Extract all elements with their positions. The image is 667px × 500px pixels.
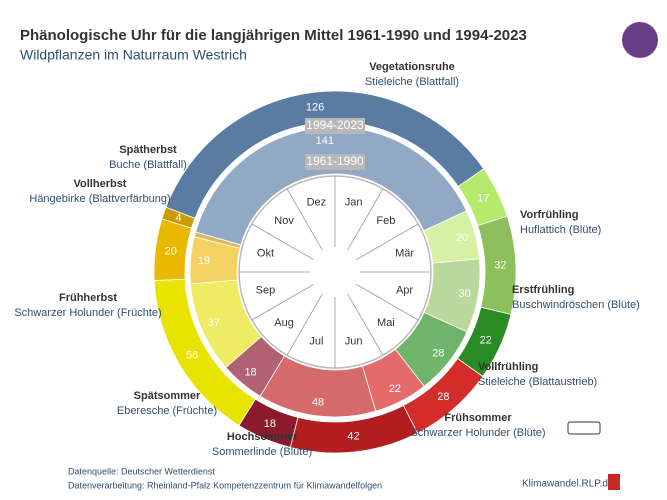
- month-divider: [347, 293, 384, 356]
- phase-description: Buche (Blattfall): [109, 159, 187, 171]
- month-label: Jul: [309, 335, 323, 347]
- value-label: 28: [437, 391, 449, 403]
- phase-name: Vollherbst: [74, 178, 127, 190]
- license-icon: [567, 421, 601, 435]
- value-label: 4: [175, 212, 181, 224]
- month-label: Nov: [274, 215, 294, 227]
- value-label: 22: [480, 334, 492, 346]
- value-label: 28: [432, 347, 444, 359]
- phase-description: Eberesche (Früchte): [117, 405, 217, 417]
- phase-description: Stieleiche (Blattfall): [365, 76, 459, 88]
- month-divider: [251, 284, 314, 321]
- value-label: 48: [312, 396, 324, 408]
- website: Klimawandel.RLP.de: [522, 479, 614, 490]
- source: Datenquelle: Deutscher Wetterdienst: [68, 466, 215, 476]
- phase-description: Sommerlinde (Blüte): [212, 446, 312, 458]
- ring-tag-bg: [305, 118, 365, 134]
- month-divider: [347, 188, 384, 251]
- month-divider: [286, 188, 323, 251]
- value-label: 42: [347, 430, 359, 442]
- phase-name: Hochsommer: [227, 431, 298, 443]
- value-label: 20: [165, 245, 177, 257]
- segment: [161, 206, 196, 229]
- coat-of-arms: [608, 474, 620, 490]
- value-label: 30: [459, 288, 471, 300]
- month-label: Feb: [376, 215, 395, 227]
- value-label: 32: [494, 259, 506, 271]
- value-label: 56: [186, 349, 198, 361]
- phase-name: Frühherbst: [59, 292, 117, 304]
- month-label: Apr: [396, 285, 413, 297]
- month-label: Okt: [257, 247, 274, 259]
- ring-tag-bg: [305, 154, 365, 170]
- value-label: 22: [389, 383, 401, 395]
- month-label: Jan: [345, 196, 363, 208]
- value-label: 17: [477, 192, 489, 204]
- phase-description: Schwarzer Holunder (Blüte): [410, 427, 545, 439]
- chart-title: Phänologische Uhr für die langjährigen M…: [20, 27, 527, 44]
- phase-description: Buschwindröschen (Blüte): [512, 299, 640, 311]
- value-label: 126: [306, 102, 324, 114]
- segment: [195, 126, 468, 246]
- phase-name: Frühsommer: [444, 412, 512, 424]
- chart-subtitle: Wildpflanzen im Naturraum Westrich: [20, 47, 247, 63]
- month-label: Mär: [395, 247, 414, 259]
- ring-tag: 1994-2023: [306, 118, 364, 132]
- month-label: Mai: [377, 317, 395, 329]
- phase-name: Spätherbst: [119, 144, 177, 156]
- phase-description: Stieleiche (Blattaustrieb): [478, 376, 597, 388]
- phase-name: Vegetationsruhe: [369, 61, 455, 73]
- segment: [193, 231, 242, 249]
- month-divider: [356, 284, 419, 321]
- month-divider: [286, 293, 323, 356]
- value-label: 20: [456, 232, 468, 244]
- phase-name: Spätsommer: [134, 390, 201, 402]
- phase-name: Vollfrühling: [478, 361, 538, 373]
- value-label: 19: [198, 255, 210, 267]
- month-label: Jun: [345, 335, 363, 347]
- logo: [622, 22, 658, 58]
- value-label: 18: [264, 418, 276, 430]
- value-label: 141: [316, 135, 334, 147]
- month-label: Dez: [307, 196, 327, 208]
- phase-description: Schwarzer Holunder (Früchte): [14, 307, 161, 319]
- month-divider: [251, 223, 314, 260]
- phase-description: Hängebirke (Blattverfärbung): [29, 193, 170, 205]
- month-label: Sep: [256, 285, 276, 297]
- ring-tag: 1961-1990: [306, 154, 364, 168]
- month-divider: [356, 223, 419, 260]
- phase-name: Vorfrühling: [520, 209, 578, 221]
- phase-description: Huflattich (Blüte): [520, 224, 601, 236]
- month-label: Aug: [274, 317, 294, 329]
- phase-name: Erstfrühling: [512, 284, 574, 296]
- processing: Datenverarbeitung: Rheinland-Pfalz Kompe…: [68, 480, 382, 490]
- value-label: 37: [208, 317, 220, 329]
- value-label: 18: [244, 367, 256, 379]
